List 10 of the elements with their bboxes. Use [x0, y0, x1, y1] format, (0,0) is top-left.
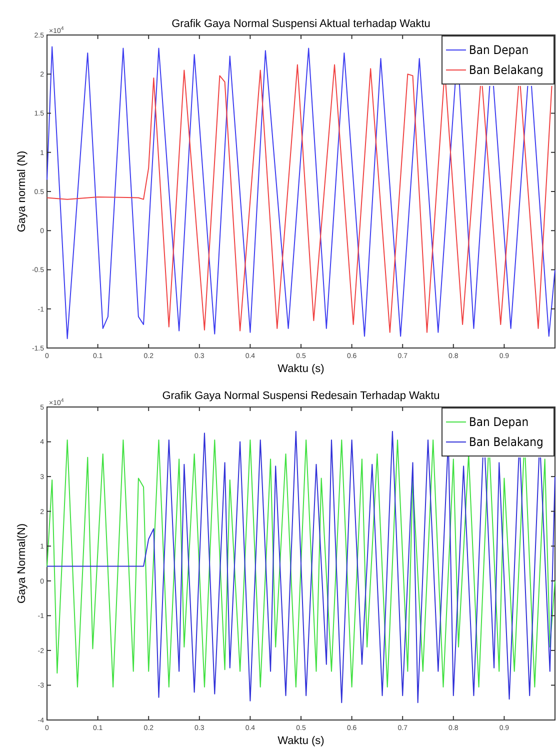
chart-title: Grafik Gaya Normal Suspensi Redesain Terhadap Waktu — [162, 390, 440, 402]
chart-title: Grafik Gaya Normal Suspensi Aktual terhadap Waktu — [172, 18, 430, 30]
legend-label: Ban Depan — [469, 415, 529, 430]
y-axis-title: Gaya normal (N) — [16, 150, 28, 232]
y-axis-title: Gaya Normal(N) — [16, 523, 28, 604]
x-axis-title: Waktu (s) — [278, 363, 324, 375]
legend-label: Ban Belakang — [469, 435, 544, 450]
x-axis-title: Waktu (s) — [278, 735, 324, 747]
legend-label: Ban Belakang — [469, 63, 544, 78]
legend-label: Ban Depan — [469, 43, 529, 58]
